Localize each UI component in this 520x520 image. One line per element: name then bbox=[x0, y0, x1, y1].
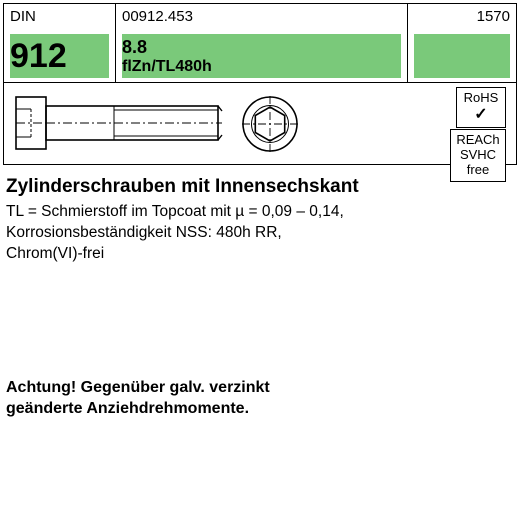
rohs-label: RoHS bbox=[461, 91, 501, 106]
right-code: 1570 bbox=[414, 8, 510, 34]
rohs-badge: RoHS ✓ bbox=[456, 87, 506, 128]
desc-line3: Chrom(VI)-frei bbox=[6, 244, 514, 265]
din-label: DIN bbox=[10, 8, 109, 34]
diagram-area: RoHS ✓ REACh SVHC free bbox=[3, 83, 517, 165]
cell-right: 1570 bbox=[407, 3, 517, 83]
grade: 8.8 bbox=[122, 37, 401, 58]
rohs-check-icon: ✓ bbox=[461, 106, 501, 124]
warning-line1: Achtung! Gegenüber galv. verzinkt bbox=[6, 378, 270, 399]
code: 00912.453 bbox=[122, 8, 401, 34]
din-number: 912 bbox=[10, 39, 67, 73]
reach-line1: REACh bbox=[455, 133, 501, 148]
desc-line1: TL = Schmierstoff im Topcoat mit µ = 0,0… bbox=[6, 202, 514, 223]
cell-mid: 00912.453 8.8 flZn/TL480h bbox=[115, 3, 407, 83]
description-area: Zylinderschrauben mit Innensechskant TL … bbox=[6, 170, 514, 265]
header-band: DIN 912 00912.453 8.8 flZn/TL480h 1570 bbox=[3, 3, 517, 83]
product-title: Zylinderschrauben mit Innensechskant bbox=[6, 176, 514, 198]
warning-line2: geänderte Anziehdrehmomente. bbox=[6, 399, 270, 420]
spec-sheet: DIN 912 00912.453 8.8 flZn/TL480h 1570 bbox=[0, 0, 520, 520]
warning-block: Achtung! Gegenüber galv. verzinkt geände… bbox=[6, 378, 270, 420]
screw-front-view bbox=[239, 93, 301, 155]
reach-line2: SVHC bbox=[455, 148, 501, 163]
cell-din: DIN 912 bbox=[3, 3, 115, 83]
finish: flZn/TL480h bbox=[122, 58, 401, 76]
screw-side-view bbox=[14, 91, 224, 157]
desc-line2: Korrosionsbeständigkeit NSS: 480h RR, bbox=[6, 223, 514, 244]
